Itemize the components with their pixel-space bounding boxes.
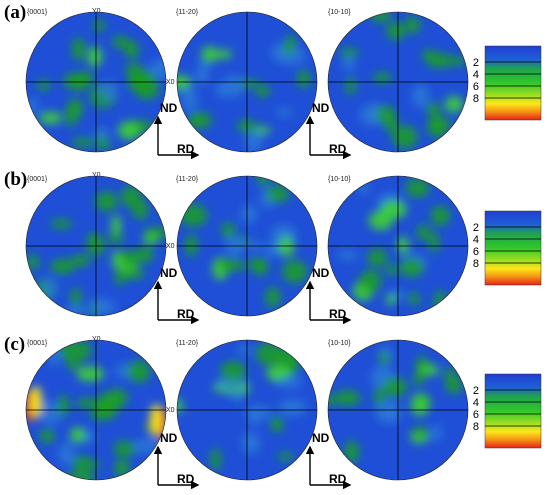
row-a-pole1-plane: {0001} [27,9,48,16]
pole-figure-b-2 [176,175,318,317]
pole-figure-a-1 [25,11,167,153]
row-a-pole1-x0: X0 [166,79,175,86]
row-c-tick-6: 6 [473,409,479,421]
row-a-pole2-plane: {11-20} [176,9,199,16]
row-b-pole1-plane: {0001} [27,176,48,183]
row-c-tick-4: 4 [473,397,479,409]
pole-figure-c-1 [25,339,167,481]
row-c-tick-2: 2 [473,385,479,397]
row-a-rd-label-2: RD [329,142,347,156]
row-a-pole3-plane: {10-10} [328,9,351,16]
pole-figure-c-2 [176,339,318,481]
row-a-direction-axes: ND RD ND RD [153,101,352,160]
row-c-pole1-plane: {0001} [27,340,48,347]
row-c-nd-label-2: ND [312,431,330,445]
row-a-nd-label-1: ND [160,101,178,115]
pole-figure-b-1 [25,175,167,317]
row-a-tick-6: 6 [473,81,479,93]
row-c-pole1-x0: X0 [166,407,175,414]
row-a-pole-figures [25,11,469,153]
row-c-pole-figures [25,339,469,481]
row-b-nd-label-1: ND [160,266,178,280]
row-c-colorbar: 2 4 6 8 [473,373,542,449]
row-c-rd-label-1: RD [177,472,195,486]
row-c-pole1-y0: Y0 [92,336,101,343]
row-c-rd-label-2: RD [329,472,347,486]
row-b-pole1-y0: Y0 [92,172,101,179]
row-b-pole2-plane: {11-20} [176,176,199,183]
pole-figure-a-2 [176,11,318,153]
row-c-tick-8: 8 [473,421,479,433]
row-c-label: (c) [4,334,25,355]
pole-figure-a-3 [327,11,469,153]
row-c-pole2-plane: {11-20} [176,340,199,347]
row-b-rd-label-1: RD [177,307,195,321]
row-a-label: (a) [4,2,26,23]
row-a-tick-2: 2 [473,57,479,69]
row-a-colorbar: 2 4 6 8 [473,45,542,121]
row-b-nd-label-2: ND [312,266,330,280]
row-b-tick-8: 8 [473,258,479,270]
row-a-pole1-y0: Y0 [92,8,101,15]
row-a-tick-4: 4 [473,69,479,81]
pole-figure-b-3 [327,175,469,317]
row-b-pole-figures [25,175,469,317]
row-a-tick-8: 8 [473,93,479,105]
row-b-direction-axes: ND RD ND RD [153,266,352,325]
row-c-nd-label-1: ND [160,431,178,445]
row-c-direction-axes: ND RD ND RD [153,431,352,490]
row-b-pole1-x0: X0 [166,243,175,250]
row-b-colorbar: 2 4 6 8 [473,210,542,286]
row-c-pole3-plane: {10-10} [328,340,351,347]
row-b-pole3-plane: {10-10} [328,176,351,183]
row-b-tick-2: 2 [473,222,479,234]
row-b-tick-6: 6 [473,246,479,258]
row-a-nd-label-2: ND [312,101,330,115]
row-b-label: (b) [4,169,27,190]
row-a-rd-label-1: RD [177,142,195,156]
row-b-tick-4: 4 [473,234,479,246]
row-b-rd-label-2: RD [329,307,347,321]
pole-figure-c-3 [327,339,469,481]
